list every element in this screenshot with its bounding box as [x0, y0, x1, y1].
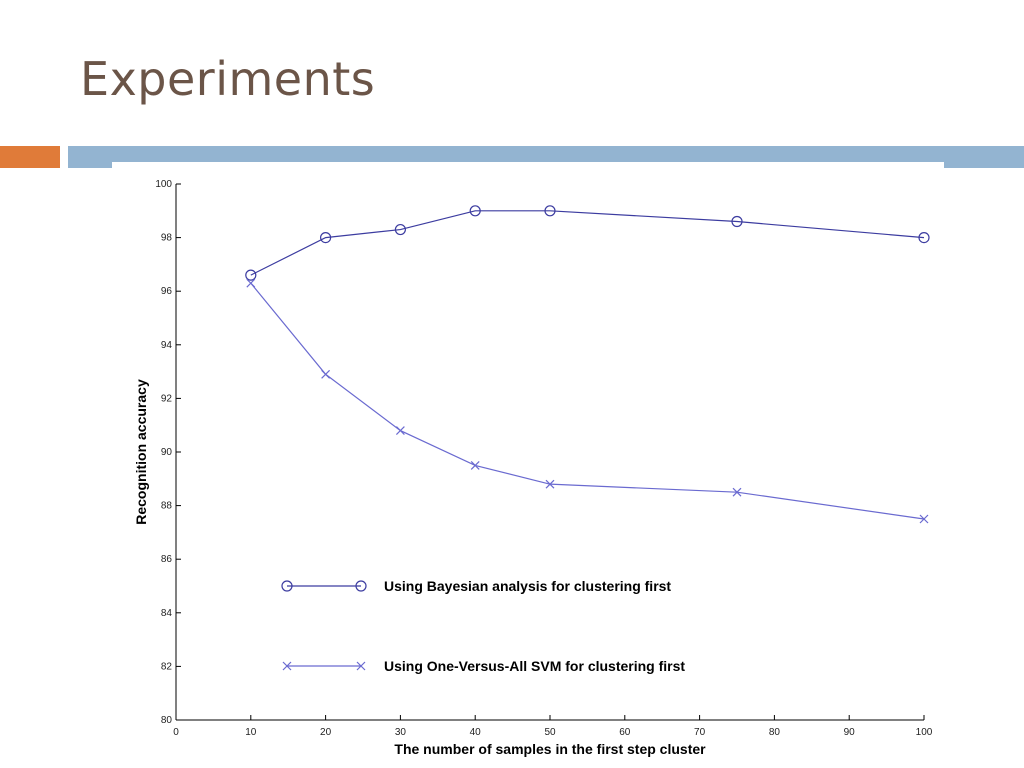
series-line-1: [250, 210, 925, 276]
x-tick-label: 40: [470, 727, 482, 738]
y-tick-label: 98: [161, 233, 173, 244]
data-point: [544, 205, 556, 217]
chart-axes: [175, 184, 924, 721]
x-marker-stroke: [545, 479, 555, 489]
legend-label: Using One-Versus-All SVM for clustering …: [384, 658, 685, 674]
y-tick-label: 88: [161, 501, 173, 512]
data-point: [731, 215, 743, 228]
chart-series: [245, 205, 930, 524]
legend-marker: [282, 661, 292, 671]
data-point: [320, 232, 332, 244]
y-tick-label: 90: [161, 447, 173, 458]
data-point: [395, 426, 405, 435]
y-tick-label: 94: [161, 340, 173, 351]
chart-ticks: 0 10 20 30 40 50 60 70 80 90 100 80 82 84 86 88 90 92 94 96…: [155, 179, 932, 738]
x-tick-label: 30: [395, 727, 407, 738]
x-tick-label: 80: [769, 727, 781, 738]
data-point: [321, 369, 331, 379]
y-axis-label: Recognition accuracy: [133, 379, 149, 525]
y-tick-label: 82: [161, 661, 173, 672]
x-marker-stroke: [919, 514, 929, 524]
legend-label: Using Bayesian analysis for clustering f…: [384, 578, 671, 594]
x-tick-label: 100: [916, 727, 933, 738]
y-tick-label: 96: [161, 286, 173, 297]
x-tick-label: 50: [544, 727, 556, 738]
data-point: [470, 460, 480, 470]
data-point: [469, 205, 481, 217]
data-point: [246, 278, 256, 288]
data-point: [918, 232, 930, 244]
legend-marker: [356, 661, 366, 671]
data-point: [919, 514, 929, 524]
x-tick-label: 60: [619, 727, 631, 738]
y-tick-label: 84: [161, 608, 173, 619]
x-tick-label: 90: [844, 727, 856, 738]
x-marker-stroke: [282, 661, 292, 671]
x-tick-label: 20: [320, 727, 332, 738]
x-tick-label: 10: [245, 727, 257, 738]
x-marker-stroke: [395, 426, 405, 435]
data-point: [394, 223, 406, 236]
data-point: [732, 487, 742, 497]
x-marker-stroke: [356, 661, 366, 671]
x-axis-label: The number of samples in the first step …: [394, 741, 706, 757]
x-tick-label: 0: [173, 727, 179, 738]
y-tick-label: 80: [161, 715, 173, 726]
data-point: [545, 479, 555, 489]
x-marker-stroke: [732, 487, 742, 497]
slide-title: Experiments: [80, 52, 376, 106]
legend-marker: [281, 580, 293, 592]
x-marker-stroke: [246, 278, 256, 288]
x-tick-label: 70: [694, 727, 706, 738]
x-marker-stroke: [321, 369, 331, 379]
chart-panel: [112, 162, 944, 768]
y-tick-label: 92: [161, 393, 173, 404]
series-line-2: [250, 282, 925, 520]
legend-marker: [355, 580, 367, 592]
accent-bar-orange: [0, 146, 60, 168]
x-marker-stroke: [470, 460, 480, 470]
data-point: [245, 269, 257, 281]
chart-legend: Using Bayesian analysis for clustering f…: [281, 578, 685, 674]
y-tick-label: 100: [155, 179, 172, 190]
y-tick-label: 86: [161, 554, 173, 565]
